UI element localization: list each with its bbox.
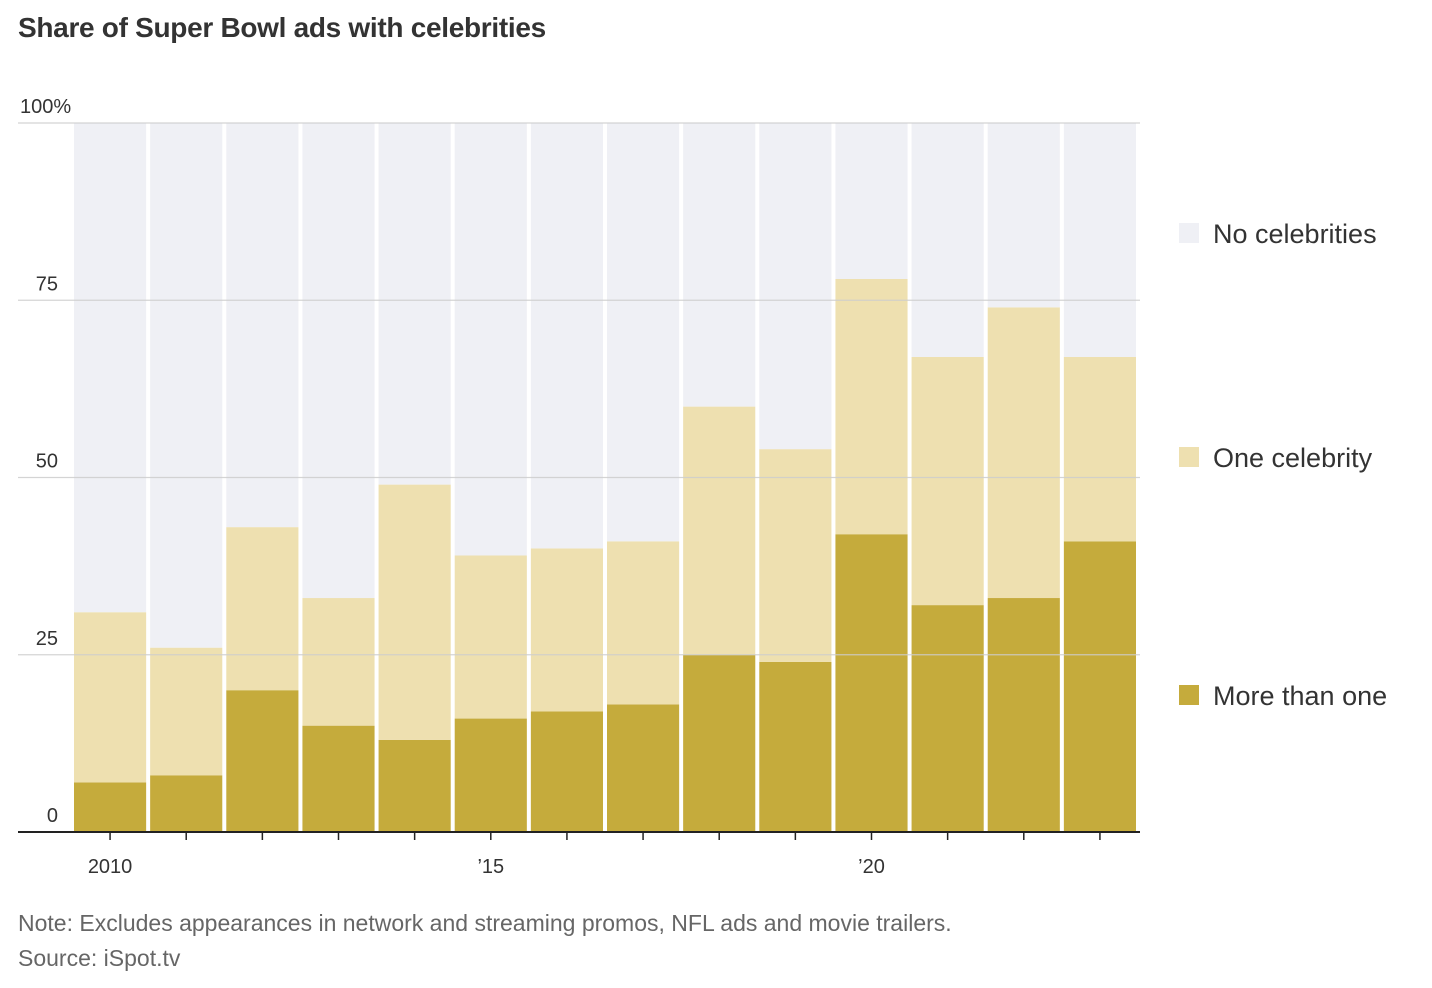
stacked-bar-chart: 0 25 50 75 100% 2010 ’15 ’20 No celebrities One…	[18, 96, 1387, 878]
bar-more-2020	[835, 534, 908, 832]
y-axis-labels: 0 25 50 75 100%	[20, 96, 71, 827]
bars-layer	[74, 123, 1136, 832]
bar-more-2017	[607, 704, 680, 832]
bar-more-2012	[226, 690, 299, 832]
legend-label-one: One celebrity	[1213, 443, 1373, 473]
legend-swatch-more	[1179, 685, 1199, 705]
bar-more-2015	[454, 718, 527, 832]
chart-note: Note: Excludes appearances in network an…	[18, 910, 952, 936]
bar-one-2020	[835, 278, 908, 535]
bar-more-2011	[150, 775, 223, 832]
bar-none-2019	[759, 123, 832, 450]
bar-more-2010	[74, 782, 147, 832]
legend-label-more: More than one	[1213, 681, 1387, 711]
bar-one-2011	[150, 647, 223, 776]
bar-one-2019	[759, 449, 832, 662]
bar-one-2018	[683, 406, 756, 655]
bar-more-2022	[987, 598, 1060, 832]
bar-none-2011	[150, 123, 223, 648]
legend-label-none: No celebrities	[1213, 219, 1377, 249]
bar-one-2022	[987, 307, 1060, 599]
bar-none-2016	[530, 123, 603, 549]
y-tick-label-75: 75	[36, 273, 58, 295]
chart-source: Source: iSpot.tv	[18, 945, 181, 971]
bar-more-2013	[302, 725, 375, 832]
bar-more-2023	[1063, 541, 1136, 832]
bar-none-2023	[1063, 123, 1136, 357]
bar-more-2018	[683, 654, 756, 832]
x-axis: 2010 ’15 ’20	[18, 831, 1140, 878]
y-tick-label-100: 100%	[20, 96, 71, 118]
bar-none-2017	[607, 123, 680, 542]
bar-more-2021	[911, 605, 984, 832]
bar-one-2013	[302, 598, 375, 726]
bar-none-2012	[226, 123, 299, 528]
bar-more-2016	[530, 711, 603, 832]
bar-none-2015	[454, 123, 527, 556]
y-tick-label-50: 50	[36, 451, 58, 473]
chart-title: Share of Super Bowl ads with celebrities	[18, 12, 546, 43]
gridlines-layer	[18, 122, 1140, 656]
y-tick-label-25: 25	[36, 628, 58, 650]
legend-swatch-one	[1179, 447, 1199, 467]
legend-swatch-none	[1179, 223, 1199, 243]
bar-one-2010	[74, 612, 147, 783]
bar-none-2020	[835, 123, 908, 279]
bar-none-2014	[378, 123, 451, 485]
bar-one-2014	[378, 484, 451, 740]
bar-none-2018	[683, 123, 756, 407]
bar-one-2021	[911, 356, 984, 606]
bar-one-2012	[226, 527, 299, 691]
bar-more-2019	[759, 661, 832, 832]
chart-footer: Note: Excludes appearances in network an…	[18, 906, 952, 976]
bar-none-2010	[74, 123, 147, 613]
bar-none-2021	[911, 123, 984, 357]
bar-one-2017	[607, 541, 680, 705]
legend: No celebrities One celebrity More than one	[1179, 219, 1387, 711]
x-tick-label-2020: ’20	[858, 856, 885, 878]
bar-none-2022	[987, 123, 1060, 308]
x-tick-label-2015: ’15	[477, 856, 504, 878]
bar-none-2013	[302, 123, 375, 599]
bar-one-2015	[454, 555, 527, 719]
bar-one-2016	[530, 548, 603, 712]
bar-more-2014	[378, 739, 451, 832]
y-tick-label-0: 0	[47, 805, 58, 827]
x-tick-label-2010: 2010	[88, 856, 133, 878]
bar-one-2023	[1063, 356, 1136, 542]
